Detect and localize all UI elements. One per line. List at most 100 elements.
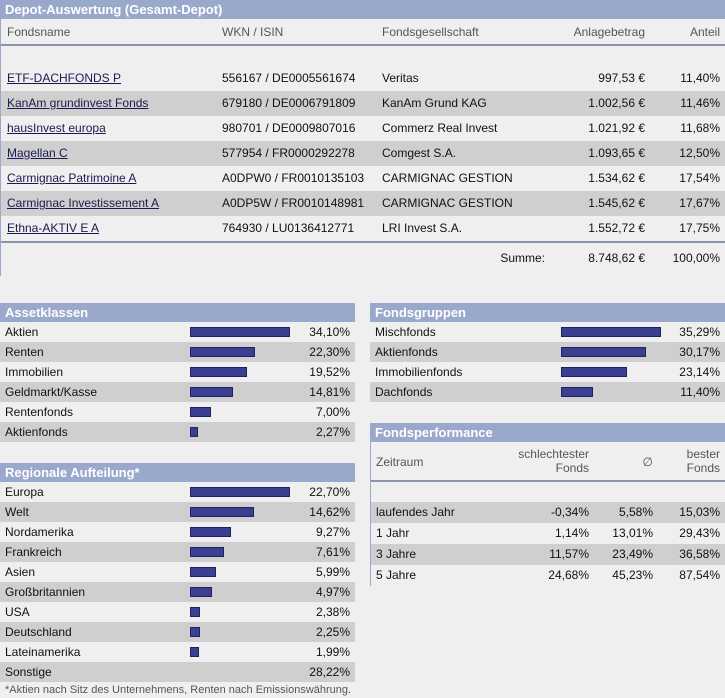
allocation-row: Nordamerika 9,27% xyxy=(0,522,355,542)
allocation-row: Welt 14,62% xyxy=(0,502,355,522)
depot-header-row: Fondsname WKN / ISIN Fondsgesellschaft A… xyxy=(1,19,725,46)
fund-wkn-isin: 764930 / LU0136412771 xyxy=(222,221,355,235)
allocation-label: Nordamerika xyxy=(5,525,74,539)
allocation-label: Europa xyxy=(5,485,44,499)
allocation-value: 4,97% xyxy=(315,585,350,599)
fund-share: 11,40% xyxy=(680,71,720,85)
col-anteil: Anteil xyxy=(689,25,720,39)
allocation-value: 7,61% xyxy=(315,545,350,559)
asset-classes-title: Assetklassen xyxy=(0,303,355,322)
performance-period: 5 Jahre xyxy=(376,568,417,582)
fund-wkn-isin: 556167 / DE0005561674 xyxy=(222,71,356,85)
fund-name-link[interactable]: KanAm grundinvest Fonds xyxy=(7,96,149,110)
allocation-value: 9,27% xyxy=(315,525,350,539)
fund-name-link[interactable]: Carmignac Patrimoine A xyxy=(7,171,137,185)
fund-wkn-isin: 577954 / FR0000292278 xyxy=(222,146,355,160)
allocation-label: Großbritannien xyxy=(5,585,86,599)
allocation-bar xyxy=(561,387,593,397)
performance-header-row: Zeitraum schlechtester Fonds ∅ bester Fo… xyxy=(371,442,725,482)
depot-row: Magellan C 577954 / FR0000292278 Comgest S… xyxy=(1,141,725,166)
allocation-bar xyxy=(190,567,216,577)
fund-share: 17,75% xyxy=(679,221,720,235)
allocation-bar xyxy=(190,487,290,497)
fund-share: 17,54% xyxy=(679,171,720,185)
allocation-bar xyxy=(190,347,255,357)
allocation-label: Welt xyxy=(5,505,29,519)
allocation-label: Immobilien xyxy=(5,365,64,379)
sum-amount: 8.748,62 € xyxy=(588,251,645,265)
fund-performance-title: Fondsperformance xyxy=(370,423,725,442)
fund-company: KanAm Grund KAG xyxy=(382,96,487,110)
allocation-value: 2,27% xyxy=(315,425,350,439)
allocation-bar xyxy=(190,647,199,657)
allocation-value: 14,62% xyxy=(309,505,350,519)
allocation-value: 28,22% xyxy=(309,665,350,679)
performance-row: 3 Jahre 11,57% 23,49% 36,58% xyxy=(371,544,725,565)
allocation-bar xyxy=(190,427,198,437)
fund-name-link[interactable]: hausInvest europa xyxy=(7,121,106,135)
allocation-label: Geldmarkt/Kasse xyxy=(5,385,98,399)
sum-share: 100,00% xyxy=(672,251,720,265)
fund-name-link[interactable]: ETF-DACHFONDS P xyxy=(7,71,121,85)
fund-share: 11,68% xyxy=(680,121,720,135)
regional-allocation-title: Regionale Aufteilung* xyxy=(0,463,355,482)
fund-wkn-isin: A0DPW0 / FR0010135103 xyxy=(222,171,365,185)
allocation-bar xyxy=(190,387,233,397)
allocation-bar xyxy=(190,607,200,617)
allocation-bar xyxy=(190,327,290,337)
allocation-row: Rentenfonds 7,00% xyxy=(0,402,355,422)
allocation-value: 22,30% xyxy=(309,345,350,359)
fund-amount: 997,53 € xyxy=(598,71,645,85)
col-worst-fund: schlechtester Fonds xyxy=(518,447,589,475)
performance-row: 5 Jahre 24,68% 45,23% 87,54% xyxy=(371,565,725,586)
allocation-row: Deutschland 2,25% xyxy=(0,622,355,642)
depot-row: Carmignac Patrimoine A A0DPW0 / FR0010135… xyxy=(1,166,725,191)
col-best-line1: bester xyxy=(686,447,720,461)
allocation-row: Renten 22,30% xyxy=(0,342,355,362)
allocation-row: Immobilien 19,52% xyxy=(0,362,355,382)
col-best-line2: Fonds xyxy=(686,461,720,475)
fund-amount: 1.545,62 € xyxy=(588,196,645,210)
performance-worst: 24,68% xyxy=(548,568,589,582)
allocation-value: 30,17% xyxy=(679,345,720,359)
allocation-value: 5,99% xyxy=(315,565,350,579)
allocation-label: Lateinamerika xyxy=(5,645,81,659)
allocation-row: Aktienfonds 30,17% xyxy=(370,342,725,362)
col-wkn-isin: WKN / ISIN xyxy=(222,25,284,39)
fund-company: CARMIGNAC GESTION xyxy=(382,171,513,185)
performance-row: 1 Jahr 1,14% 13,01% 29,43% xyxy=(371,523,725,544)
sum-label: Summe: xyxy=(500,251,545,265)
col-best-fund: bester Fonds xyxy=(687,447,720,475)
fund-company: Veritas xyxy=(382,71,419,85)
fund-share: 12,50% xyxy=(679,146,720,160)
fund-amount: 1.021,92 € xyxy=(588,121,645,135)
allocation-bar xyxy=(190,547,224,557)
asset-classes-panel: Assetklassen Aktien 34,10% Renten 22,30% Imm… xyxy=(0,303,355,442)
allocation-label: Aktienfonds xyxy=(375,345,438,359)
allocation-bar xyxy=(561,347,646,357)
allocation-label: Asien xyxy=(5,565,36,579)
col-anlagebetrag: Anlagebetrag xyxy=(573,25,645,39)
fund-company: CARMIGNAC GESTION xyxy=(382,196,513,210)
allocation-row: Geldmarkt/Kasse 14,81% xyxy=(0,382,355,402)
allocation-row: Lateinamerika 1,99% xyxy=(0,642,355,662)
fund-amount: 1.552,72 € xyxy=(588,221,645,235)
allocation-value: 11,40% xyxy=(680,385,720,399)
allocation-label: Dachfonds xyxy=(375,385,433,399)
fund-name-link[interactable]: Carmignac Investissement A xyxy=(7,196,160,210)
fund-share: 17,67% xyxy=(679,196,720,210)
depot-title: Depot-Auswertung (Gesamt-Depot) xyxy=(0,0,725,19)
allocation-row: Sonstige 28,22% xyxy=(0,662,355,682)
depot-row: KanAm grundinvest Fonds 679180 / DE000679… xyxy=(1,91,725,116)
allocation-bar xyxy=(190,527,231,537)
performance-period: 1 Jahr xyxy=(376,526,410,540)
fund-name-link[interactable]: Magellan C xyxy=(7,146,68,160)
regional-allocation-panel: Regionale Aufteilung* Europa 22,70% Welt 14… xyxy=(0,463,355,682)
allocation-value: 7,00% xyxy=(315,405,350,419)
allocation-bar xyxy=(190,507,254,517)
fund-groups-panel: Fondsgruppen Mischfonds 35,29% Aktienfonds… xyxy=(370,303,725,402)
allocation-bar xyxy=(190,627,200,637)
fund-name-link[interactable]: Ethna-AKTIV E A xyxy=(7,221,100,235)
allocation-value: 2,38% xyxy=(315,605,350,619)
allocation-label: Immobilienfonds xyxy=(375,365,463,379)
